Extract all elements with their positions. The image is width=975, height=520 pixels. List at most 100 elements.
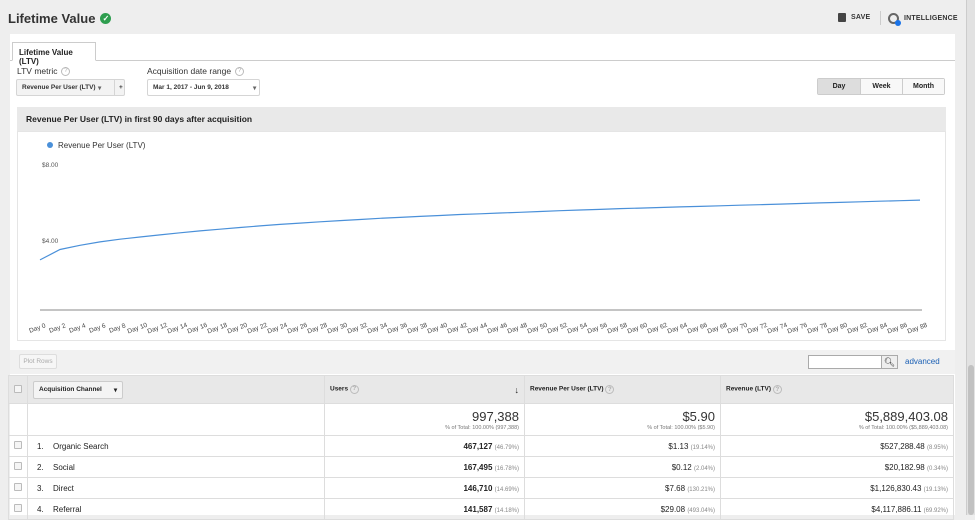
- x-tick-label: Day 6: [88, 322, 107, 335]
- x-tick-label: Day 28: [307, 322, 329, 336]
- x-tick-label: Day 70: [727, 322, 749, 336]
- help-icon[interactable]: ?: [235, 66, 245, 76]
- users-value: 141,587: [463, 504, 493, 514]
- month-button[interactable]: Month: [902, 79, 944, 94]
- x-tick-label: Day 60: [627, 322, 649, 336]
- rpu-pct: (493.04%): [687, 507, 715, 514]
- x-tick-label: Day 52: [547, 322, 569, 336]
- x-tick-label: Day 30: [327, 322, 349, 336]
- x-tick-label: Day 42: [447, 322, 469, 336]
- divider: [10, 60, 955, 61]
- intelligence-icon: [888, 13, 901, 26]
- x-tick-label: Day 82: [847, 322, 869, 336]
- rpu-value: $1.13: [668, 441, 689, 451]
- users-pct: (46.79%): [494, 444, 519, 451]
- x-tick-label: Day 44: [467, 322, 489, 336]
- rpu-header[interactable]: Revenue Per User (LTV) ?: [524, 375, 721, 404]
- divider: [880, 11, 881, 25]
- total-sub: % of Total: 100.00% (997,388): [445, 425, 519, 431]
- total-sub: % of Total: 100.00% ($5.90): [647, 425, 715, 431]
- channel-link[interactable]: Social: [53, 462, 75, 472]
- table-toolbar: [10, 350, 955, 374]
- ltv-metric-select[interactable]: Revenue Per User (LTV) ▾ +: [16, 79, 125, 96]
- save-button[interactable]: SAVE: [838, 13, 870, 22]
- help-icon[interactable]: ?: [772, 385, 782, 394]
- x-tick-label: Day 88: [907, 322, 929, 336]
- select-value: Revenue Per User (LTV): [22, 84, 96, 91]
- ltv-metric-label: LTV metric?: [17, 66, 71, 76]
- channel-link[interactable]: Referral: [53, 504, 82, 514]
- row-checkbox[interactable]: [14, 462, 22, 470]
- x-tick-label: Day 36: [387, 322, 409, 336]
- row-checkbox[interactable]: [14, 483, 22, 491]
- x-tick-label: Day 86: [887, 322, 909, 336]
- rpu-value: $29.08: [660, 504, 686, 514]
- label-text: LTV metric: [17, 66, 58, 76]
- x-tick-label: Day 26: [287, 322, 309, 336]
- table-row[interactable]: 3. Direct 146,710 (14.69%) $7.68 (130.21%…: [8, 477, 954, 499]
- day-button[interactable]: Day: [818, 79, 860, 94]
- series-line: [39, 199, 921, 261]
- x-tick-label: Day 74: [767, 322, 789, 336]
- rpu-value: $0.12: [671, 462, 692, 472]
- revenue-pct: (0.34%): [926, 465, 948, 472]
- scrollbar[interactable]: [966, 0, 975, 515]
- help-icon[interactable]: ?: [605, 385, 615, 394]
- row-index: 2.: [37, 462, 44, 472]
- add-metric-button[interactable]: +: [114, 80, 123, 95]
- x-tick-label: Day 8: [108, 322, 127, 335]
- channel-link[interactable]: Organic Search: [53, 441, 109, 451]
- row-index: 4.: [37, 504, 44, 514]
- x-tick-label: Day 78: [807, 322, 829, 336]
- save-label: SAVE: [851, 14, 871, 21]
- date-range-select[interactable]: Mar 1, 2017 - Jun 9, 2018 ▾: [147, 79, 260, 96]
- x-tick-label: Day 76: [787, 322, 809, 336]
- week-button[interactable]: Week: [860, 79, 902, 94]
- users-pct: (16.78%): [494, 465, 519, 472]
- table-row[interactable]: 2. Social 167,495 (16.78%) $0.12 (2.04%) …: [8, 456, 954, 478]
- x-tick-label: Day 14: [167, 322, 189, 336]
- x-tick-label: Day 4: [68, 322, 87, 335]
- users-pct: (14.69%): [494, 486, 519, 493]
- dimension-label: Acquisition Channel: [39, 386, 102, 393]
- table-row[interactable]: 4. Referral 141,587 (14.18%) $29.08 (493.…: [8, 498, 954, 520]
- row-index: 3.: [37, 483, 44, 493]
- header-label: Revenue (LTV): [726, 385, 772, 393]
- plot-rows-button[interactable]: Plot Rows: [19, 354, 57, 369]
- help-icon[interactable]: ?: [61, 66, 71, 76]
- row-checkbox[interactable]: [14, 441, 22, 449]
- x-tick-label: Day 32: [347, 322, 369, 336]
- search-input[interactable]: [808, 355, 882, 369]
- row-index: 1.: [37, 441, 44, 451]
- dimension-select[interactable]: Acquisition Channel ▾: [33, 380, 124, 399]
- help-icon[interactable]: ?: [349, 384, 359, 394]
- users-header[interactable]: Users ? ↓: [324, 375, 525, 404]
- verified-check-icon: ✓: [100, 13, 112, 24]
- row-checkbox[interactable]: [14, 504, 22, 512]
- chart-title: Revenue Per User (LTV) in first 90 days …: [17, 107, 946, 131]
- chevron-down-icon: ▾: [113, 386, 118, 394]
- x-tick-label: Day 2: [48, 322, 67, 335]
- revenue-header[interactable]: Revenue (LTV) ?: [720, 375, 954, 404]
- label-text: Acquisition date range: [147, 66, 232, 76]
- header-label: Users: [330, 385, 349, 392]
- search-button[interactable]: 🔍︎: [881, 355, 898, 369]
- save-icon: [838, 13, 846, 22]
- y-tick-label: $8.00: [42, 162, 59, 169]
- users-pct: (14.18%): [494, 507, 519, 514]
- intelligence-button[interactable]: INTELLIGENCE: [888, 13, 958, 26]
- table-row[interactable]: 1. Organic Search 467,127 (46.79%) $1.13 …: [8, 435, 954, 457]
- x-tick-label: Day 12: [147, 322, 169, 336]
- select-all-checkbox[interactable]: [14, 384, 22, 393]
- tab-ltv[interactable]: Lifetime Value (LTV): [12, 42, 96, 66]
- rpu-pct: (2.04%): [693, 465, 715, 472]
- x-tick-label: Day 66: [687, 322, 709, 336]
- rpu-pct: (19.14%): [690, 444, 715, 451]
- x-tick-label: Day 68: [707, 322, 729, 336]
- revenue-value: $20,182.98: [884, 462, 925, 472]
- x-tick-label: Day 46: [487, 322, 509, 336]
- advanced-link[interactable]: advanced: [905, 357, 940, 366]
- x-tick-label: Day 18: [207, 322, 229, 336]
- channel-link[interactable]: Direct: [53, 483, 74, 493]
- x-tick-label: Day 0: [28, 322, 47, 335]
